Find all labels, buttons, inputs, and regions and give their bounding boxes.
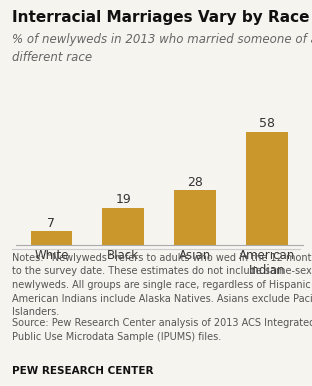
Text: % of newlyweds in 2013 who married someone of a
different race: % of newlyweds in 2013 who married someo… <box>12 33 312 64</box>
Text: 19: 19 <box>115 193 131 207</box>
Text: PEW RESEARCH CENTER: PEW RESEARCH CENTER <box>12 366 154 376</box>
Text: 28: 28 <box>187 176 203 189</box>
Text: Interracial Marriages Vary by Race: Interracial Marriages Vary by Race <box>12 10 310 25</box>
Text: Notes: “Newlyweds” refers to adults who wed in the 12 months prior
to the survey: Notes: “Newlyweds” refers to adults who … <box>12 253 312 317</box>
Bar <box>246 132 288 245</box>
Bar <box>102 208 144 245</box>
Text: Source: Pew Research Center analysis of 2013 ACS Integrated
Public Use Microdata: Source: Pew Research Center analysis of … <box>12 318 312 342</box>
Bar <box>174 190 216 245</box>
Text: 58: 58 <box>259 117 275 130</box>
Text: 7: 7 <box>47 217 56 230</box>
Bar <box>31 231 72 245</box>
